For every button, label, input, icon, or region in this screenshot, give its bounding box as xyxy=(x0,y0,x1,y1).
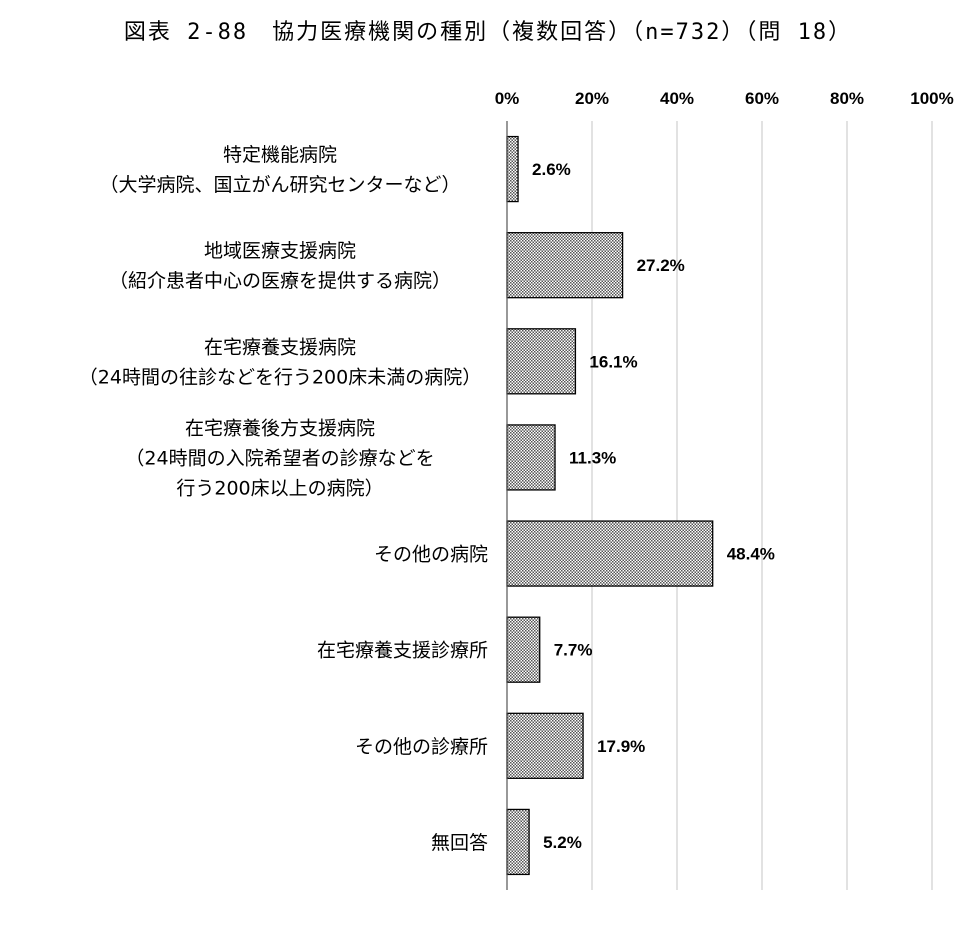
value-label: 17.9% xyxy=(597,737,645,756)
category-label: 地域医療支援病院 xyxy=(204,240,356,262)
x-tick-label: 100% xyxy=(910,89,953,108)
category-label: 特定機能病院 xyxy=(223,144,337,166)
value-labels: 2.6% 27.2% 16.1% 11.3% 48.4% 7.7% 17.9% 5.2% xyxy=(532,160,775,852)
value-label: 48.4% xyxy=(727,545,775,564)
value-label: 2.6% xyxy=(532,160,571,179)
x-tick-label: 20% xyxy=(575,89,609,108)
bars xyxy=(506,135,714,876)
category-label: （紹介患者中心の医療を提供する病院） xyxy=(109,270,451,292)
category-label: （24時間の往診などを行う200床未満の病院） xyxy=(79,366,481,388)
value-label: 27.2% xyxy=(637,256,685,275)
category-label: 無回答 xyxy=(431,832,488,854)
chart-title: 図表 2-88 協力医療機関の種別（複数回答）（n=732）（問 18） xyxy=(123,20,853,45)
bar xyxy=(506,616,541,683)
category-label: その他の病院 xyxy=(374,544,488,566)
bar xyxy=(506,808,530,876)
bar xyxy=(506,520,714,587)
category-label: 在宅療養後方支援病院 xyxy=(185,417,375,439)
x-tick-labels: 0% 20% 40% 60% 80% 100% xyxy=(495,89,954,108)
x-tick-label: 40% xyxy=(660,89,694,108)
value-label: 7.7% xyxy=(554,641,593,660)
category-label: （24時間の入院希望者の診療などを xyxy=(125,447,434,469)
gridlines xyxy=(591,121,933,890)
value-label: 11.3% xyxy=(569,448,616,467)
value-label: 16.1% xyxy=(589,352,637,371)
x-tick-label: 80% xyxy=(830,89,864,108)
bar xyxy=(506,135,519,203)
value-label: 5.2% xyxy=(543,833,582,852)
category-label: その他の診療所 xyxy=(355,736,488,758)
category-labels: 特定機能病院 （大学病院、国立がん研究センターなど） 地域医療支援病院 （紹介患者中心… xyxy=(79,144,488,854)
x-tick-label: 60% xyxy=(745,89,779,108)
bar xyxy=(506,232,624,299)
category-label: （大学病院、国立がん研究センターなど） xyxy=(99,174,460,196)
category-label: 在宅療養支援病院 xyxy=(204,336,356,358)
x-tick-label: 0% xyxy=(495,89,520,108)
bar xyxy=(506,424,556,491)
bar xyxy=(506,712,584,779)
bar xyxy=(506,328,577,395)
category-label: 行う200床以上の病院） xyxy=(176,477,383,499)
category-label: 在宅療養支援診療所 xyxy=(317,640,488,662)
